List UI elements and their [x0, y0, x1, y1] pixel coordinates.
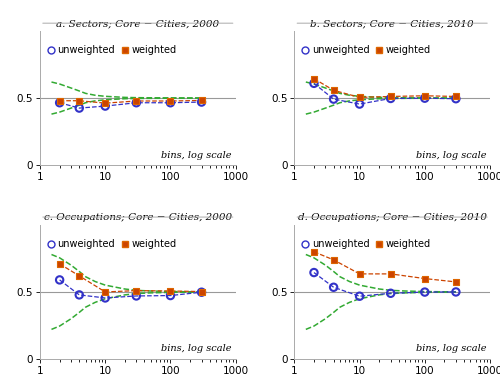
Point: [56, 99, 64, 106]
Point: [198, 289, 205, 295]
Point: [166, 292, 174, 299]
Text: b. Sectors; Core − Cities, 2010: b. Sectors; Core − Cities, 2010: [310, 20, 474, 28]
Point: [56, 261, 64, 267]
Text: bins, log scale: bins, log scale: [416, 151, 486, 160]
Point: [166, 99, 174, 106]
Point: [56, 98, 64, 104]
Point: [452, 289, 460, 295]
Text: c. Occupations; Core − Cities, 2000: c. Occupations; Core − Cities, 2000: [44, 213, 232, 222]
Point: [330, 257, 338, 263]
Point: [330, 96, 338, 102]
Point: [452, 96, 460, 102]
Point: [421, 95, 429, 101]
Text: d. Occupations; Core − Cities, 2010: d. Occupations; Core − Cities, 2010: [298, 213, 486, 222]
Point: [386, 93, 394, 99]
Point: [76, 292, 84, 298]
Point: [310, 80, 318, 87]
Point: [310, 76, 318, 82]
Point: [386, 95, 394, 101]
Point: [101, 289, 109, 295]
Legend: unweighted, weighted: unweighted, weighted: [301, 239, 431, 249]
Point: [198, 289, 205, 295]
Point: [356, 94, 364, 101]
Text: a. Sectors; Core − Cities, 2000: a. Sectors; Core − Cities, 2000: [56, 20, 220, 28]
Point: [421, 275, 429, 282]
Point: [386, 290, 394, 296]
Point: [132, 293, 140, 299]
Point: [101, 295, 109, 301]
Point: [452, 93, 460, 99]
Point: [132, 98, 140, 104]
Legend: unweighted, weighted: unweighted, weighted: [301, 45, 431, 55]
Point: [356, 293, 364, 300]
Point: [356, 101, 364, 107]
Point: [101, 100, 109, 106]
Point: [421, 289, 429, 295]
Legend: unweighted, weighted: unweighted, weighted: [47, 45, 177, 55]
Text: bins, log scale: bins, log scale: [161, 151, 232, 160]
Point: [76, 105, 84, 111]
Point: [132, 287, 140, 294]
Text: bins, log scale: bins, log scale: [161, 344, 232, 353]
Point: [76, 98, 84, 104]
Point: [198, 99, 205, 105]
Point: [356, 271, 364, 277]
Point: [452, 279, 460, 285]
Point: [330, 284, 338, 291]
Point: [132, 99, 140, 106]
Text: bins, log scale: bins, log scale: [416, 344, 486, 353]
Point: [198, 98, 205, 104]
Point: [330, 87, 338, 94]
Point: [101, 103, 109, 109]
Legend: unweighted, weighted: unweighted, weighted: [47, 239, 177, 249]
Point: [386, 271, 394, 277]
Point: [310, 249, 318, 255]
Point: [421, 93, 429, 99]
Point: [56, 277, 64, 283]
Point: [76, 273, 84, 279]
Point: [166, 288, 174, 294]
Point: [166, 98, 174, 104]
Point: [310, 269, 318, 276]
